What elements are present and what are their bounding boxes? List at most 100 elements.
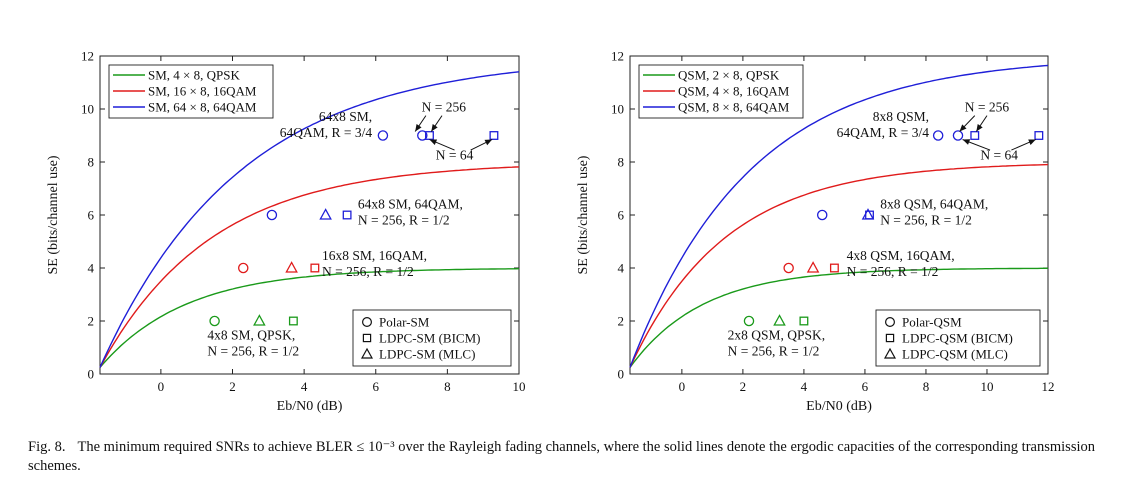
x-axis-label: Eb/N0 (dB) xyxy=(806,399,872,414)
marker-legend-box xyxy=(352,309,512,367)
arrow-head xyxy=(962,139,971,145)
x-tick-label: 4 xyxy=(301,379,308,394)
annotation-label: N = 256, R = 1/2 xyxy=(358,212,450,227)
marker-legend-box xyxy=(875,309,1041,367)
legend-circle-icon xyxy=(362,317,373,328)
y-tick-label: 10 xyxy=(611,102,624,117)
y-tick-label: 12 xyxy=(611,49,624,64)
figure-canvas: 0 2 4 6 8 10 0 2 4 6 8 10 12 Eb/N0 (dB) SE (bits/chann… xyxy=(46,49,1055,415)
y-tick-label: 0 xyxy=(88,367,95,382)
marker-legend-entry: LDPC-QSM (MLC) xyxy=(902,347,1008,362)
marker-triangle xyxy=(319,208,332,220)
y-axis-label: SE (bits/channel use) xyxy=(46,155,61,274)
legend-entry: SM, 4 × 8, QPSK xyxy=(148,68,240,83)
marker-square xyxy=(865,210,874,220)
annotation-label: 8x8 QSM, 64QAM, xyxy=(880,196,988,211)
y-tick-label: 6 xyxy=(88,208,95,223)
annotation-label: N = 256, R = 1/2 xyxy=(207,344,299,359)
legend-entry: SM, 64 × 8, 64QAM xyxy=(148,100,257,115)
annotation-label: N = 256 xyxy=(422,100,467,115)
annotation-label: N = 256, R = 1/2 xyxy=(322,264,414,279)
caption-label: Fig. 8. xyxy=(28,439,66,455)
x-axis-label: Eb/N0 (dB) xyxy=(277,399,343,414)
x-tick-label: 10 xyxy=(980,379,993,394)
marker-square xyxy=(1034,131,1044,140)
marker-square xyxy=(342,210,352,220)
y-tick-label: 4 xyxy=(88,261,95,276)
annotation-label: 4x8 SM, QPSK, xyxy=(207,328,295,343)
annotation-label: N = 64 xyxy=(980,147,1018,162)
annotation-label: 4x8 QSM, 16QAM, xyxy=(847,248,955,263)
annotation-label: 64QAM, R = 3/4 xyxy=(280,125,373,140)
marker-circle xyxy=(417,130,428,141)
x-tick-label: 8 xyxy=(444,379,451,394)
annotation-label: 8x8 QSM, xyxy=(873,109,929,124)
annotation-label: N = 256, R = 1/2 xyxy=(728,344,820,359)
marker-circle xyxy=(783,262,794,274)
annotation-label: 64x8 SM, xyxy=(319,109,372,124)
arrow-head xyxy=(431,124,438,132)
figure-caption: Fig. 8. The minimum required SNRs to achi… xyxy=(28,438,1108,476)
y-tick-label: 2 xyxy=(618,314,625,329)
x-tick-label: 8 xyxy=(923,379,930,394)
legend-entry: QSM, 8 × 8, 64QAM xyxy=(678,100,790,115)
marker-circle xyxy=(816,209,828,221)
marker-legend-entry: Polar-QSM xyxy=(902,315,962,330)
marker-legend-entry: LDPC-SM (BICM) xyxy=(379,331,481,346)
x-tick-label: 12 xyxy=(1042,379,1055,394)
x-tick-label: 2 xyxy=(229,379,236,394)
chart-right-qsm: 0 2 4 6 8 10 12 0 2 4 6 8 10 12 Eb/N0 (dB) SE (bits/cha… xyxy=(576,49,1055,415)
caption-text: The minimum required SNRs to achieve BLE… xyxy=(28,439,1095,474)
legend-triangle-icon xyxy=(883,347,897,359)
marker-square xyxy=(799,316,809,326)
x-tick-label: 0 xyxy=(679,379,686,394)
marker-triangle xyxy=(773,314,786,326)
marker-triangle xyxy=(806,261,820,273)
arrow-head xyxy=(415,124,422,132)
marker-legend-entry: LDPC-QSM (BICM) xyxy=(902,331,1013,346)
x-tick-label: 2 xyxy=(740,379,747,394)
y-tick-label: 4 xyxy=(618,261,625,276)
marker-square xyxy=(970,131,980,140)
y-tick-label: 2 xyxy=(88,314,95,329)
marker-circle xyxy=(952,130,964,141)
capacity-curve-3 xyxy=(99,71,520,368)
annotation-label: N = 256, R = 1/2 xyxy=(880,212,972,227)
arrow-head xyxy=(959,124,967,132)
capacity-curve-2 xyxy=(629,163,1049,368)
annotation-label: 2x8 QSM, QPSK, xyxy=(728,328,826,343)
capacity-curve-1 xyxy=(629,267,1048,368)
legend-triangle-icon xyxy=(360,347,374,359)
y-tick-label: 8 xyxy=(618,155,625,170)
line-legend-box xyxy=(108,64,274,119)
annotation-label: 64QAM, R = 3/4 xyxy=(837,125,930,140)
marker-square xyxy=(425,131,434,140)
annotation-label: N = 256 xyxy=(965,100,1010,115)
marker-legend-entry: LDPC-SM (MLC) xyxy=(379,347,475,362)
y-tick-label: 12 xyxy=(81,49,94,64)
y-tick-label: 0 xyxy=(618,367,625,382)
x-tick-label: 0 xyxy=(158,379,165,394)
marker-square xyxy=(310,263,320,273)
marker-square xyxy=(829,263,839,273)
marker-square xyxy=(489,131,499,140)
x-tick-label: 10 xyxy=(513,379,526,394)
legend-entry: SM, 16 × 8, 16QAM xyxy=(148,84,257,99)
y-tick-label: 10 xyxy=(81,102,94,117)
arrow-head xyxy=(1028,139,1036,146)
marker-circle xyxy=(209,315,220,327)
legend-circle-icon xyxy=(884,317,895,328)
y-tick-label: 8 xyxy=(88,155,95,170)
annotation-label: N = 256, R = 1/2 xyxy=(847,264,939,279)
marker-legend-entry: Polar-SM xyxy=(379,315,430,330)
x-tick-label: 6 xyxy=(373,379,380,394)
x-tick-label: 4 xyxy=(801,379,808,394)
legend-entry: QSM, 4 × 8, 16QAM xyxy=(678,84,790,99)
marker-triangle xyxy=(253,314,266,326)
x-tick-label: 6 xyxy=(862,379,869,394)
annotation-label: 16x8 SM, 16QAM, xyxy=(322,248,427,263)
capacity-curve-1 xyxy=(99,268,520,368)
arrow-head xyxy=(484,139,493,146)
marker-circle xyxy=(377,130,389,141)
y-tick-label: 6 xyxy=(618,208,625,223)
